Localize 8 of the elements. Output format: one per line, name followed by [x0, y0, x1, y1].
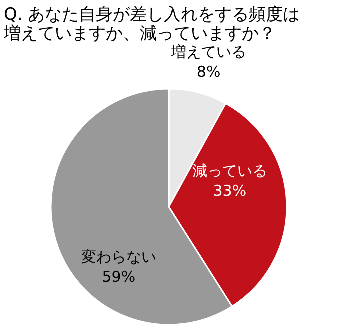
slice-label: 減っている: [192, 162, 268, 180]
slice-label: 変わらない: [81, 248, 156, 266]
data-label: 59%: [102, 268, 136, 286]
data-label: 8%: [196, 63, 221, 82]
slice-label: 増えている: [170, 43, 246, 62]
data-label: 33%: [213, 182, 247, 200]
text: Q. あなた自身が差し入れをする頻度は: [4, 5, 300, 26]
text: 増えていますか、減っていますか？: [4, 24, 276, 44]
